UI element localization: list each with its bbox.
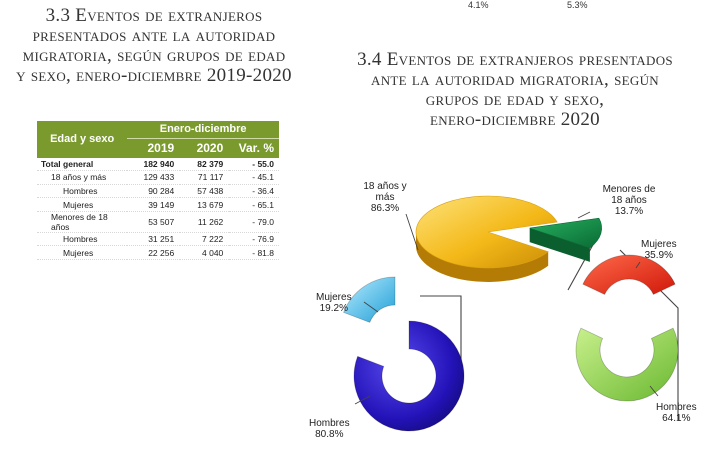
donut-slice-minor-men xyxy=(575,327,679,402)
label-adults-name: 18 años y más xyxy=(363,181,407,203)
section-33-title-line: 3.3 Eventos de extranjeros xyxy=(45,5,263,26)
cell-2019: 182 940 xyxy=(143,158,175,169)
table-row: Hombres 31 251 7 222 - 76.9 xyxy=(37,232,279,246)
cell-var: - 65.1 xyxy=(252,199,274,210)
connector-line xyxy=(420,295,462,385)
cell-2020: 13 679 xyxy=(197,199,224,210)
col-2020: 2020 xyxy=(180,138,230,157)
top-value-left: 4.1% xyxy=(468,0,489,10)
label-adult-men-name: Hombres xyxy=(309,418,350,429)
row-label: Total general xyxy=(41,158,94,169)
cell-2019: 90 284 xyxy=(148,185,175,196)
label-adult-women: Mujeres 19.2% xyxy=(316,292,352,314)
cell-2020: 57 438 xyxy=(197,185,224,196)
row-label: Mujeres xyxy=(63,199,94,210)
section-34-title-line: 3.4 Eventos de extranjeros presentados xyxy=(357,49,673,70)
cell-2019: 22 256 xyxy=(148,247,175,258)
col-var: Var. % xyxy=(229,138,279,157)
label-minors: Menores de 18 años 13.7% xyxy=(596,184,662,217)
cell-2019: 31 251 xyxy=(148,234,175,245)
table-row: Mujeres 22 256 4 040 - 81.8 xyxy=(37,246,279,260)
section-34-title-line: ante la autoridad migratoria, según xyxy=(371,69,659,90)
cell-2020: 11 262 xyxy=(197,216,224,227)
cell-2020: 4 040 xyxy=(202,247,224,258)
label-minor-men-name: Hombres xyxy=(656,402,697,413)
main-pie xyxy=(415,195,602,282)
label-minor-men-value: 64.1% xyxy=(662,413,691,424)
cell-2019: 53 507 xyxy=(148,216,175,227)
leader-line xyxy=(354,395,371,405)
cell-var: - 55.0 xyxy=(252,158,274,169)
section-34-title: 3.4 Eventos de extranjeros presentados a… xyxy=(330,50,700,130)
section-33-title-line: migratoria, según grupos de edad xyxy=(22,45,286,66)
cell-2020: 82 379 xyxy=(197,158,224,169)
pie-slice-side-adults xyxy=(415,232,549,282)
table-row: Total general 182 940 82 379 - 55.0 xyxy=(37,157,279,171)
cell-var: - 45.1 xyxy=(252,172,274,183)
label-adult-men-value: 80.8% xyxy=(315,429,344,440)
cell-2019: 39 149 xyxy=(148,199,175,210)
label-minors-name: Menores de 18 años xyxy=(602,184,656,206)
label-adult-men: Hombres 80.8% xyxy=(309,418,350,440)
row-label: Mujeres xyxy=(63,247,94,258)
cell-var: - 76.9 xyxy=(252,234,274,245)
col-2019: 2019 xyxy=(127,138,181,157)
table-row: Mujeres 39 149 13 679 - 65.1 xyxy=(37,198,279,212)
table-row: Menores de 18 años 53 507 11 262 - 79.0 xyxy=(37,211,279,233)
leader-line xyxy=(649,385,659,397)
donut-slice-minor-women xyxy=(582,254,676,295)
label-minor-women-name: Mujeres xyxy=(641,239,677,250)
section-33-title-line: y sexo, enero-diciembre 2019-2020 xyxy=(16,65,292,86)
cell-var: - 79.0 xyxy=(252,216,274,227)
row-label: 18 años y más xyxy=(51,172,107,183)
leader-line xyxy=(635,261,641,269)
group-header: Enero-diciembre xyxy=(127,121,279,139)
donut-slice-adult-men xyxy=(353,320,465,432)
label-minor-men: Hombres 64.1% xyxy=(656,402,697,424)
pie-slice-side-minors xyxy=(529,228,590,262)
donut-minors xyxy=(575,254,679,402)
label-minors-value: 13.7% xyxy=(614,206,644,217)
col-header-edad-sexo: Edad y sexo xyxy=(37,121,128,157)
leader-line xyxy=(405,213,419,251)
section-33-title: 3.3 Eventos de extranjeros presentados a… xyxy=(0,6,312,86)
table-row: 18 años y más 129 433 71 117 - 45.1 xyxy=(37,171,279,185)
table-row: Hombres 90 284 57 438 - 36.4 xyxy=(37,184,279,198)
pie-slice-adults xyxy=(415,195,558,269)
table-33: Edad y sexo Enero-diciembre 2019 2020 Va… xyxy=(37,121,279,260)
label-adults: 18 años y más 86.3% xyxy=(358,181,412,214)
leader-line xyxy=(363,301,379,313)
leader-line xyxy=(577,211,591,219)
section-34-title-line: enero-diciembre 2020 xyxy=(430,109,600,130)
pie-slice-minors xyxy=(529,217,602,249)
section-33-title-line: presentados ante la autoridad xyxy=(32,25,276,46)
label-adult-women-name: Mujeres xyxy=(316,292,352,303)
cell-var: - 36.4 xyxy=(252,185,274,196)
label-minor-women-value: 35.9% xyxy=(644,250,673,261)
cell-2020: 71 117 xyxy=(197,172,224,183)
top-value-right: 5.3% xyxy=(567,0,588,10)
section-34-title-line: grupos de edad y sexo, xyxy=(425,89,605,110)
row-label: Hombres xyxy=(63,234,98,245)
label-adults-value: 86.3% xyxy=(370,203,400,214)
cell-2020: 7 222 xyxy=(202,234,224,245)
row-label: Menores de 18 años xyxy=(51,211,108,232)
cell-var: - 81.8 xyxy=(252,247,274,258)
label-minor-women: Mujeres 35.9% xyxy=(641,239,677,261)
cell-2019: 129 433 xyxy=(143,172,175,183)
row-label: Hombres xyxy=(63,185,98,196)
donut-slice-adult-women xyxy=(343,276,396,323)
donut-adults xyxy=(343,276,465,432)
label-adult-women-value: 19.2% xyxy=(319,303,348,314)
